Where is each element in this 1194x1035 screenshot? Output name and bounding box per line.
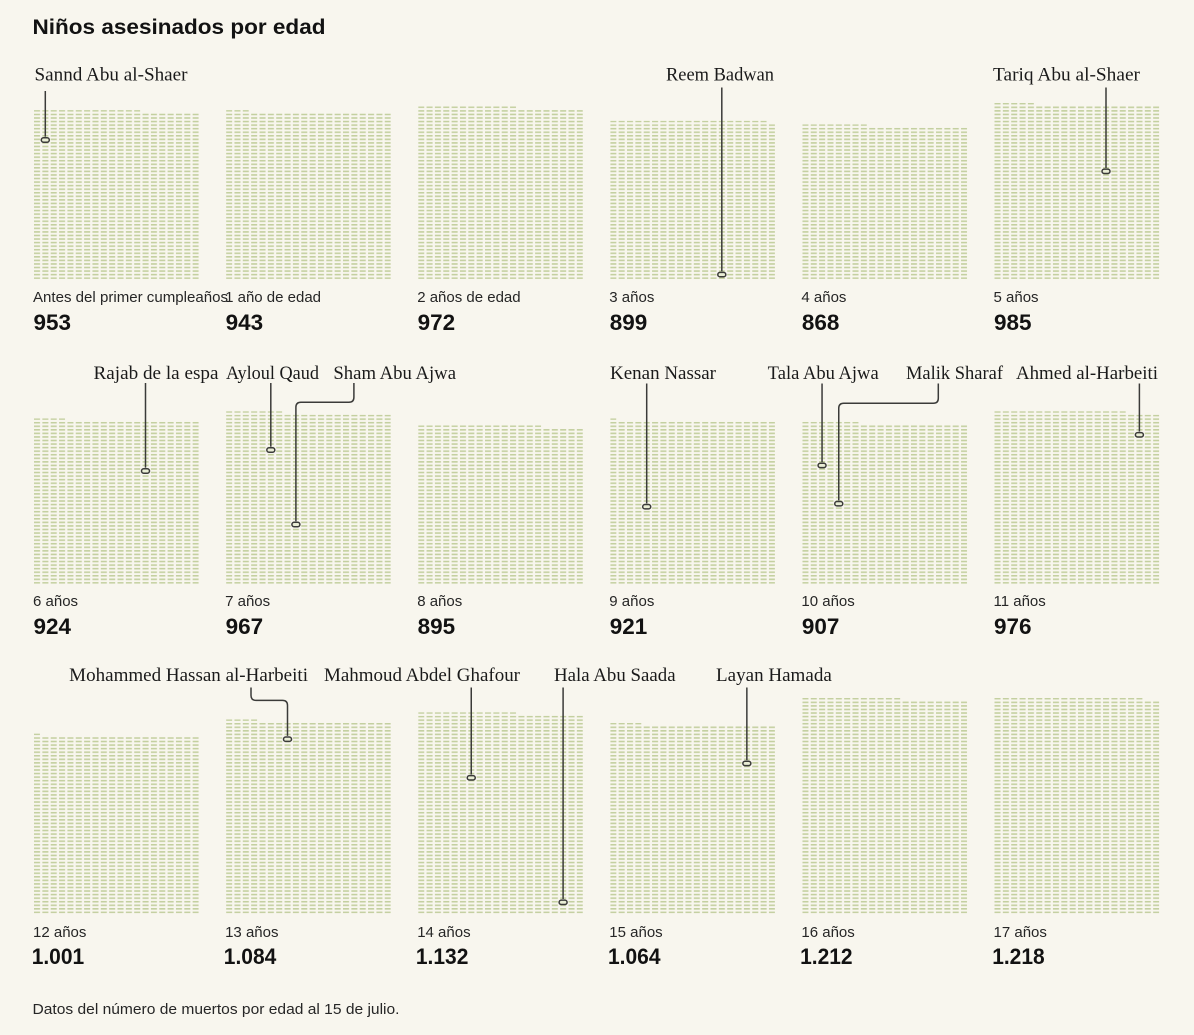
svg-text:11 años: 11 años xyxy=(994,593,1046,610)
svg-text:12 años: 12 años xyxy=(33,924,86,941)
svg-text:8 años: 8 años xyxy=(417,593,462,610)
svg-text:Ahmed al-Harbeiti: Ahmed al-Harbeiti xyxy=(1016,364,1158,384)
svg-text:1.212: 1.212 xyxy=(800,944,853,969)
svg-text:Sham Abu Ajwa: Sham Abu Ajwa xyxy=(333,364,456,384)
svg-text:Tariq Abu al-Shaer: Tariq Abu al-Shaer xyxy=(993,65,1140,85)
svg-text:Ayloul Qaud: Ayloul Qaud xyxy=(226,364,320,384)
svg-text:976: 976 xyxy=(994,614,1032,639)
svg-text:924: 924 xyxy=(34,614,72,639)
svg-text:1.132: 1.132 xyxy=(416,944,469,969)
svg-text:1.001: 1.001 xyxy=(32,944,84,969)
svg-text:7 años: 7 años xyxy=(225,593,270,610)
svg-text:943: 943 xyxy=(226,310,264,335)
svg-text:2 años de edad: 2 años de edad xyxy=(417,289,520,306)
svg-text:Reem Badwan: Reem Badwan xyxy=(666,65,774,85)
svg-text:10 años: 10 años xyxy=(801,593,854,610)
svg-text:895: 895 xyxy=(418,614,456,639)
svg-text:Hala Abu Saada: Hala Abu Saada xyxy=(554,666,676,686)
svg-text:953: 953 xyxy=(34,310,72,335)
svg-text:972: 972 xyxy=(418,310,456,335)
svg-text:3 años: 3 años xyxy=(609,289,654,306)
svg-text:5 años: 5 años xyxy=(994,289,1039,306)
svg-text:17 años: 17 años xyxy=(994,924,1047,941)
svg-text:967: 967 xyxy=(226,614,264,639)
svg-text:4 años: 4 años xyxy=(801,289,846,306)
svg-text:Mahmoud Abdel Ghafour: Mahmoud Abdel Ghafour xyxy=(324,666,520,686)
svg-text:1.218: 1.218 xyxy=(992,944,1044,969)
svg-text:Rajab de la espa: Rajab de la espa xyxy=(94,364,219,384)
svg-text:Niños asesinados por edad: Niños asesinados por edad xyxy=(33,15,326,39)
svg-text:868: 868 xyxy=(802,310,840,335)
svg-text:1.064: 1.064 xyxy=(608,944,661,969)
svg-text:Mohammed Hassan al-Harbeiti: Mohammed Hassan al-Harbeiti xyxy=(69,666,308,686)
svg-text:16 años: 16 años xyxy=(801,924,854,941)
svg-text:907: 907 xyxy=(802,614,840,639)
svg-text:899: 899 xyxy=(610,310,648,335)
svg-text:15 años: 15 años xyxy=(609,924,662,941)
svg-text:Sannd Abu al-Shaer: Sannd Abu al-Shaer xyxy=(35,65,188,85)
svg-text:Datos del número de muertos po: Datos del número de muertos por edad al … xyxy=(33,1001,400,1018)
svg-text:Kenan Nassar: Kenan Nassar xyxy=(610,364,716,384)
svg-text:1 año de edad: 1 año de edad xyxy=(225,289,321,306)
svg-text:985: 985 xyxy=(994,310,1032,335)
svg-text:Malik Sharaf: Malik Sharaf xyxy=(906,364,1004,384)
svg-text:921: 921 xyxy=(610,614,648,639)
svg-text:14 años: 14 años xyxy=(417,924,470,941)
svg-text:Antes del primer cumpleaños: Antes del primer cumpleaños xyxy=(33,289,228,306)
svg-text:6 años: 6 años xyxy=(33,593,78,610)
svg-text:1.084: 1.084 xyxy=(224,944,277,969)
svg-text:Layan Hamada: Layan Hamada xyxy=(716,666,832,686)
svg-text:Tala Abu Ajwa: Tala Abu Ajwa xyxy=(768,364,879,384)
svg-text:9 años: 9 años xyxy=(609,593,654,610)
svg-text:13 años: 13 años xyxy=(225,924,278,941)
